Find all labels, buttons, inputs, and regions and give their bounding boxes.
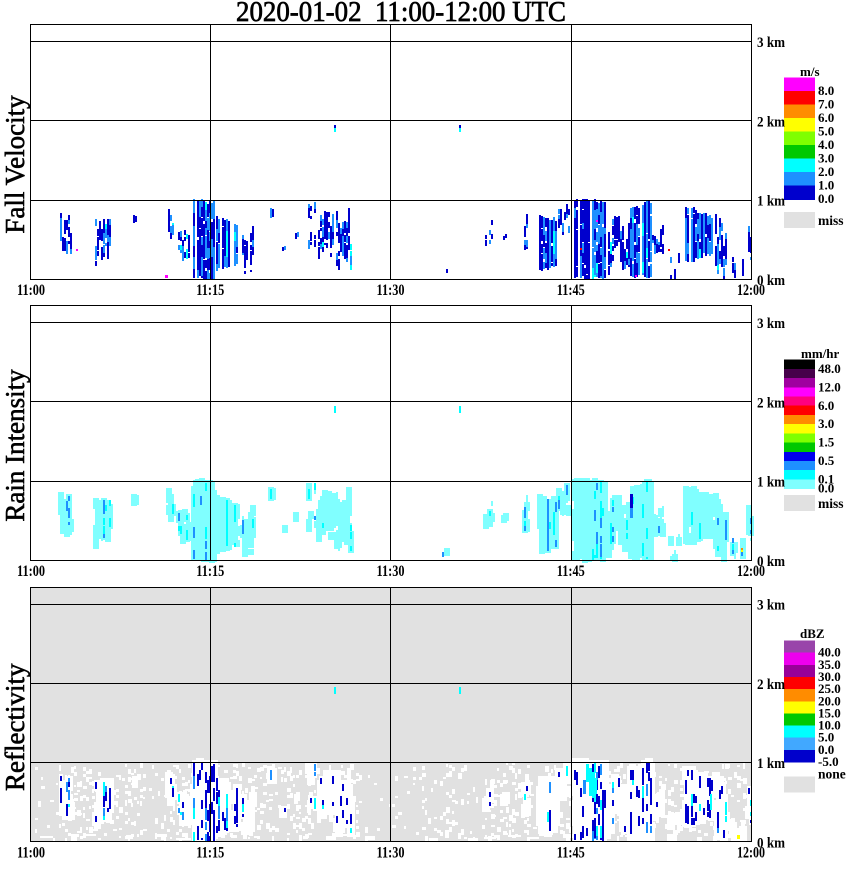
svg-text:1.5: 1.5: [818, 435, 835, 450]
svg-text:20.0: 20.0: [818, 693, 841, 708]
svg-text:0.0: 0.0: [818, 742, 834, 757]
svg-text:2.0: 2.0: [818, 164, 834, 179]
svg-text:5.0: 5.0: [818, 730, 834, 745]
svg-text:3.0: 3.0: [818, 416, 834, 431]
svg-text:1 km: 1 km: [757, 475, 785, 491]
svg-text:2 km: 2 km: [757, 677, 785, 693]
svg-text:3 km: 3 km: [757, 598, 785, 614]
svg-text:2020-01-02 11:00-12:00 UTC: 2020-01-02 11:00-12:00 UTC: [236, 0, 566, 28]
svg-text:Reflectivity: Reflectivity: [0, 663, 30, 791]
svg-text:5.0: 5.0: [818, 124, 834, 139]
svg-text:0 km: 0 km: [757, 836, 785, 852]
svg-text:12:00: 12:00: [737, 845, 765, 862]
svg-text:6.0: 6.0: [818, 110, 834, 125]
svg-text:-5.0: -5.0: [818, 754, 839, 769]
svg-text:0.0: 0.0: [818, 191, 834, 206]
svg-text:25.0: 25.0: [818, 681, 841, 696]
svg-text:m/s: m/s: [800, 64, 820, 79]
svg-text:11:30: 11:30: [377, 845, 405, 862]
svg-text:1 km: 1 km: [757, 756, 785, 772]
svg-text:48.0: 48.0: [818, 361, 841, 376]
svg-text:0.5: 0.5: [818, 453, 835, 468]
svg-text:1 km: 1 km: [757, 194, 785, 210]
svg-text:Fall Velocity: Fall Velocity: [0, 95, 30, 234]
svg-text:0 km: 0 km: [757, 273, 785, 289]
svg-text:11:45: 11:45: [557, 282, 585, 299]
svg-text:11:00: 11:00: [17, 563, 45, 580]
svg-text:0.1: 0.1: [818, 471, 834, 486]
svg-text:40.0: 40.0: [818, 645, 841, 660]
svg-text:30.0: 30.0: [818, 669, 841, 684]
svg-text:0.0: 0.0: [818, 481, 834, 496]
svg-text:none: none: [818, 767, 846, 782]
svg-text:miss: miss: [818, 496, 844, 511]
svg-text:7.0: 7.0: [818, 97, 834, 112]
svg-text:1.0: 1.0: [818, 178, 834, 193]
svg-text:3 km: 3 km: [757, 316, 785, 332]
svg-text:11:15: 11:15: [196, 563, 224, 580]
svg-text:2 km: 2 km: [757, 395, 785, 411]
svg-text:3.0: 3.0: [818, 151, 834, 166]
svg-text:10.0: 10.0: [818, 718, 841, 733]
svg-text:3 km: 3 km: [757, 35, 785, 51]
svg-text:Rain Intensity: Rain Intensity: [0, 369, 30, 522]
svg-text:11:30: 11:30: [377, 563, 405, 580]
svg-text:11:15: 11:15: [196, 282, 224, 299]
svg-text:miss: miss: [818, 213, 844, 228]
svg-text:2 km: 2 km: [757, 114, 785, 130]
svg-text:11:45: 11:45: [557, 563, 585, 580]
svg-text:11:00: 11:00: [17, 845, 45, 862]
svg-text:11:45: 11:45: [557, 845, 585, 862]
svg-text:11:15: 11:15: [196, 845, 224, 862]
svg-text:mm/hr: mm/hr: [801, 346, 840, 361]
svg-text:8.0: 8.0: [818, 83, 834, 98]
svg-text:6.0: 6.0: [818, 398, 834, 413]
svg-text:12:00: 12:00: [737, 563, 765, 580]
svg-text:4.0: 4.0: [818, 137, 834, 152]
svg-text:0 km: 0 km: [757, 554, 785, 570]
svg-text:11:30: 11:30: [377, 282, 405, 299]
svg-text:15.0: 15.0: [818, 705, 841, 720]
svg-text:12.0: 12.0: [818, 379, 841, 394]
svg-text:11:00: 11:00: [17, 282, 45, 299]
svg-text:dBZ: dBZ: [800, 626, 825, 641]
svg-text:12:00: 12:00: [737, 282, 765, 299]
svg-text:35.0: 35.0: [818, 657, 841, 672]
